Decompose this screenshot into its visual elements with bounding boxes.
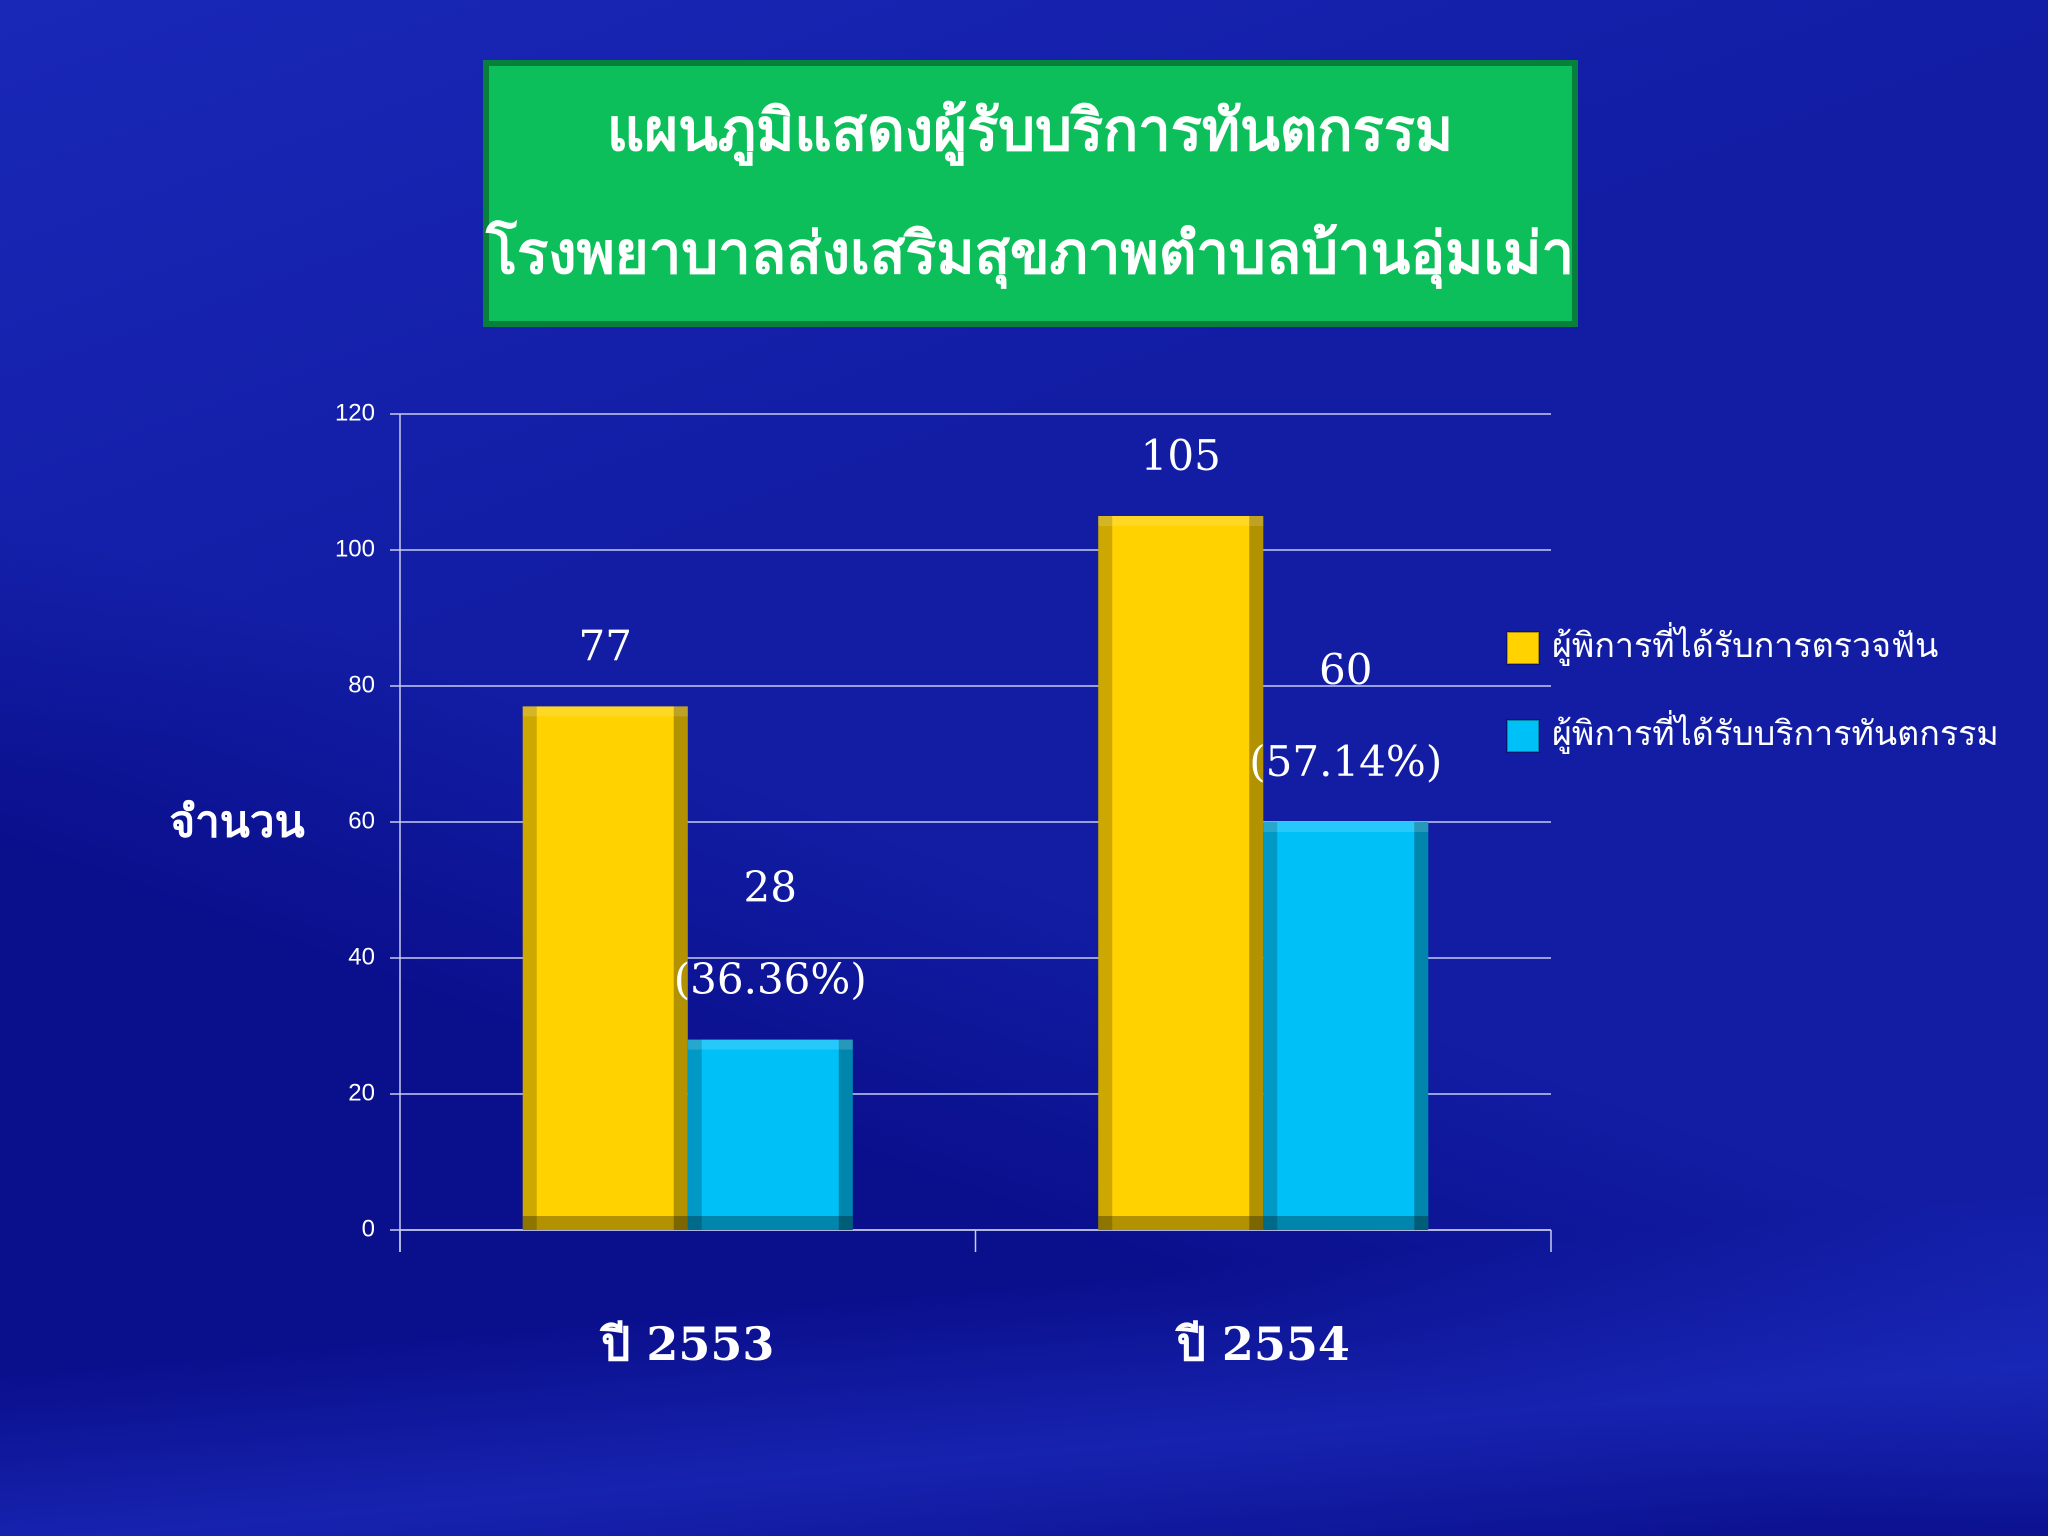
chart-subtitle: โรงพยาบาลส่งเสริมสุขภาพตำบลบ้านอุ่มเม่า <box>485 218 1574 290</box>
bar-bevel <box>1098 516 1113 1230</box>
bar-bevel <box>1098 516 1264 526</box>
y-tick-label: 120 <box>335 399 375 426</box>
value-label: 28 <box>744 863 797 912</box>
bar <box>1263 822 1429 1230</box>
annotation: (36.36%) <box>674 955 867 1004</box>
bar-bevel <box>1263 822 1429 832</box>
legend-marker <box>1506 719 1540 753</box>
bar-bevel <box>1414 822 1429 1230</box>
y-tick-label: 60 <box>348 807 375 834</box>
bar-bevel <box>522 706 537 1230</box>
legend-label: ผู้พิการที่ได้รับการตรวจฟัน <box>1552 622 1938 666</box>
x-tick-label: ปี 2554 <box>1174 1317 1350 1371</box>
bar-bevel <box>687 1039 853 1050</box>
bar-bevel <box>1249 516 1264 1230</box>
bar-bevel <box>1263 1216 1429 1230</box>
y-tick-label: 40 <box>348 943 375 970</box>
bar-bevel <box>687 1039 702 1230</box>
value-label: 60 <box>1319 645 1372 694</box>
legend-label: ผู้พิการที่ได้รับบริการทันตกรรม <box>1552 710 1999 754</box>
x-tick-label: ปี 2553 <box>599 1317 775 1371</box>
bar-bevel <box>673 706 688 1230</box>
bar <box>1098 516 1264 1230</box>
bar-bevel <box>687 1216 853 1230</box>
bar <box>687 1039 853 1230</box>
bar-bevel <box>522 706 688 717</box>
title-box <box>483 60 1578 327</box>
bar-bevel <box>1098 1216 1264 1230</box>
y-axis-label: จำนวน <box>169 797 304 848</box>
value-label: 77 <box>579 621 632 670</box>
bar-bevel <box>522 1216 688 1230</box>
bar <box>522 706 688 1230</box>
bar-bevel <box>1263 822 1278 1230</box>
y-tick-label: 0 <box>362 1215 375 1242</box>
annotation: (57.14%) <box>1249 737 1442 786</box>
value-label: 105 <box>1141 431 1221 480</box>
chart-title: แผนภูมิแสดงผู้รับบริการทันตกรรม <box>607 96 1453 166</box>
bar-bevel <box>838 1039 853 1230</box>
y-tick-label: 80 <box>348 671 375 698</box>
y-tick-label: 20 <box>348 1079 375 1106</box>
legend-marker <box>1506 631 1540 665</box>
y-tick-label: 100 <box>335 535 375 562</box>
